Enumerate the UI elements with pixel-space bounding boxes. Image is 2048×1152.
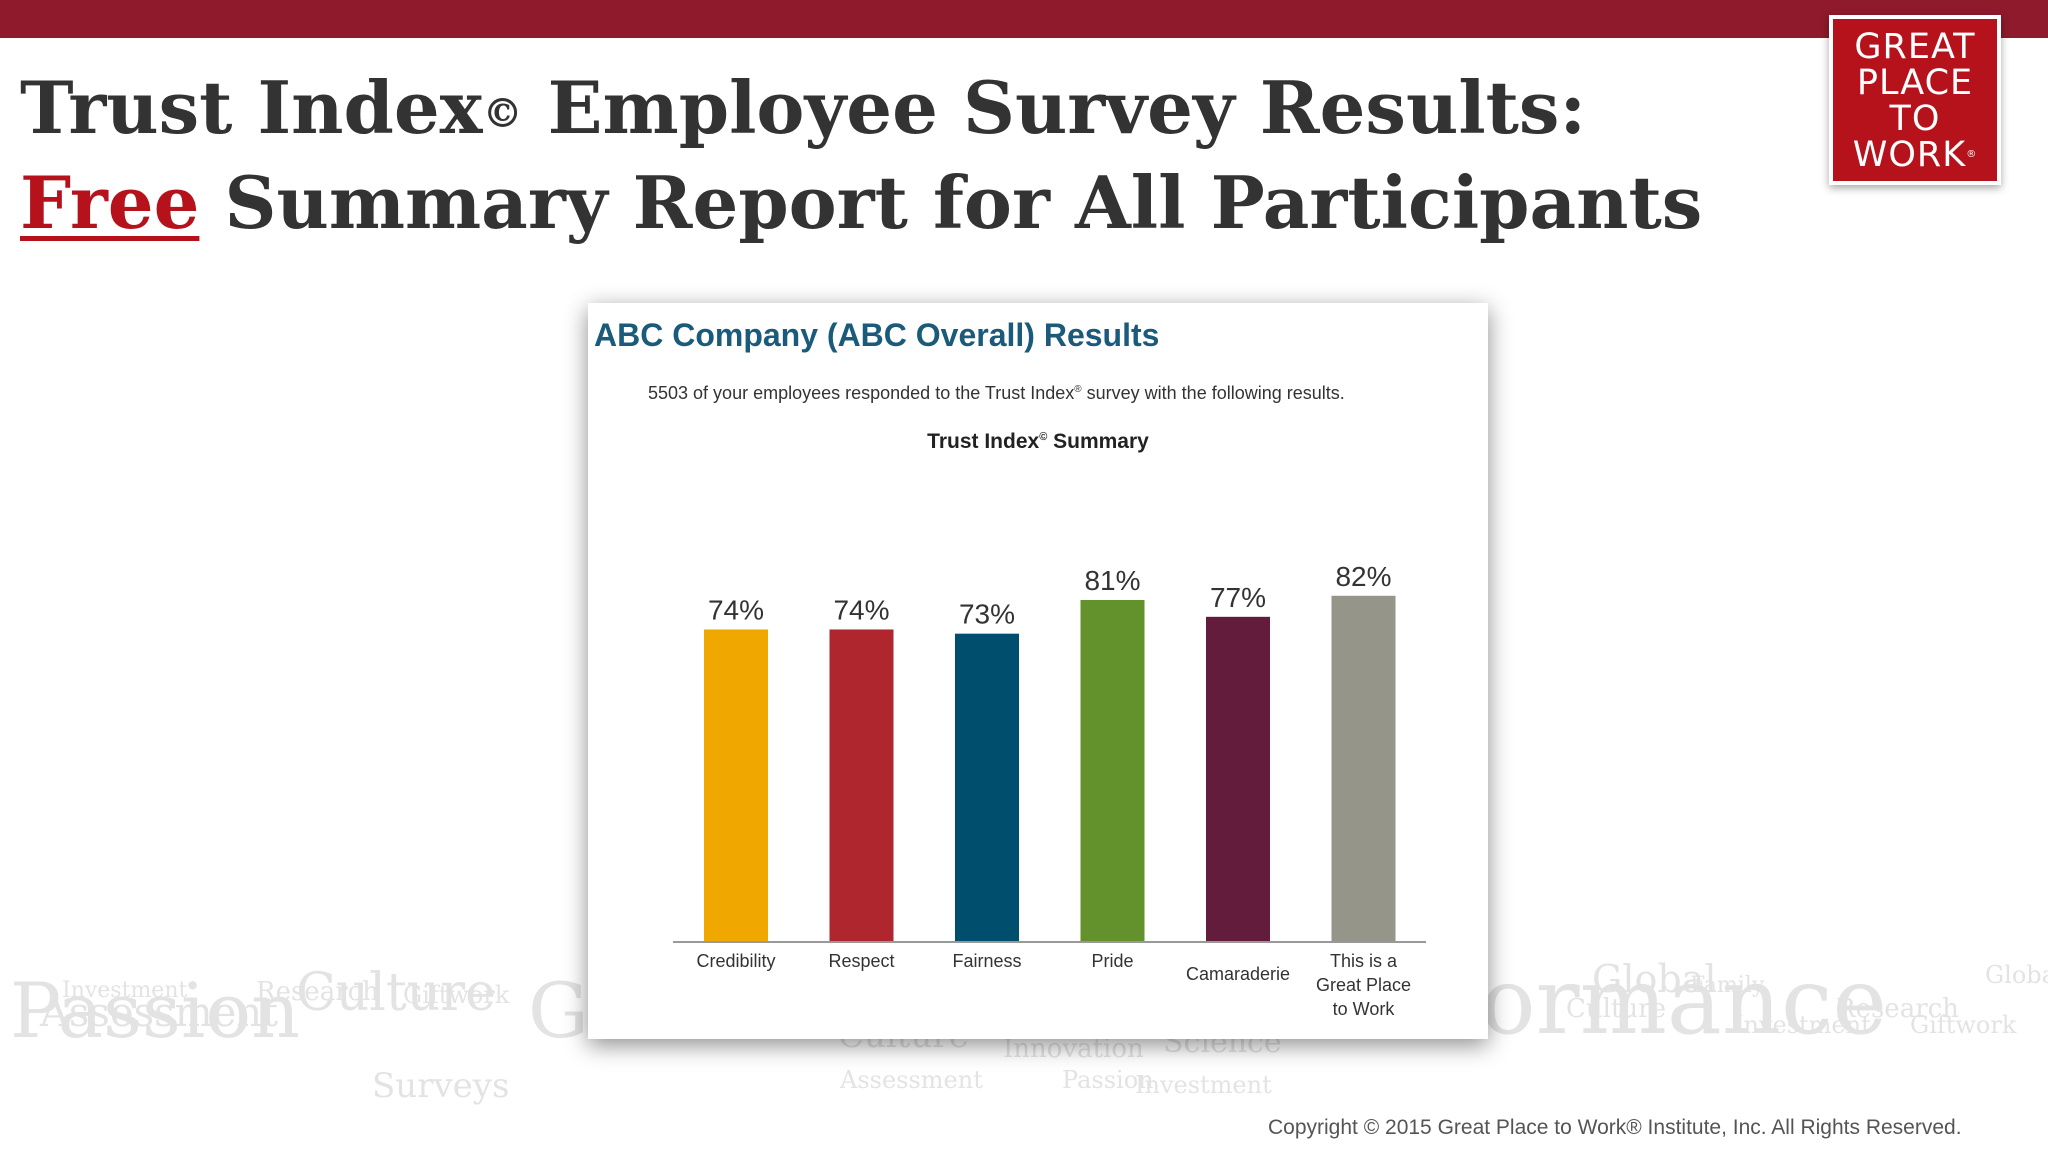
word-cloud-word: Family (1690, 973, 1765, 998)
logo-line-3: TO (1889, 99, 1941, 139)
page-title: Trust Index© Employee Survey Results: Fr… (20, 60, 1702, 250)
word-cloud-word: Passion (1062, 1066, 1154, 1094)
category-label-5-0: This is a (1330, 951, 1398, 971)
logo-line-2: PLACE (1856, 63, 1974, 103)
bar-3 (1080, 599, 1145, 941)
top-band (0, 0, 2048, 38)
copyright-notice: Copyright © 2015 Great Place to Work® In… (1268, 1116, 1962, 1139)
word-cloud-word: Research (1836, 994, 1959, 1024)
logo-line-4: WORK® (1833, 137, 1997, 173)
logo-word-work: WORK (1852, 135, 1967, 175)
title-text-rest: Employee Survey Results: (522, 65, 1587, 150)
word-cloud-word: Culture (296, 963, 496, 1023)
word-cloud-word: Giftwork (1910, 1011, 2017, 1039)
logo-line-1: GREAT (1854, 27, 1976, 67)
bar-4 (1206, 616, 1270, 941)
word-cloud-word: Surveys (372, 1066, 510, 1106)
subtitle-registered-mark: ® (1074, 384, 1082, 395)
data-label-1: 74% (833, 594, 889, 625)
word-cloud-word: Passion (10, 966, 301, 1055)
bar-5 (1331, 595, 1396, 941)
data-label-5: 82% (1335, 561, 1391, 592)
word-cloud-word: Assessment (840, 1066, 983, 1094)
category-label-0: Credibility (696, 951, 775, 971)
title-line2-text: Summary Report for All Participants (199, 160, 1703, 245)
title-text: Trust Index (20, 65, 483, 150)
title-line-2: Free Summary Report for All Participants (20, 155, 1702, 250)
word-cloud-word: Giftwork (403, 981, 510, 1009)
category-label-5-2: to Work (1333, 999, 1396, 1019)
free-highlight: Free (20, 160, 200, 245)
word-cloud-word: Assessment (40, 990, 279, 1036)
category-label-2: Fairness (952, 951, 1021, 971)
word-cloud-word: Investment (1734, 1011, 1871, 1039)
chart-title: Trust Index© Summary (588, 430, 1488, 454)
copyright-mark: © (482, 90, 523, 137)
category-label-4: Camaraderie (1186, 964, 1290, 984)
chart-title-mark: © (1039, 431, 1048, 443)
category-label-1: Respect (828, 951, 894, 971)
title-line-1: Trust Index© Employee Survey Results: (20, 60, 1702, 155)
word-cloud-word: Global (1985, 961, 2048, 989)
bar-chart: 74% Credibility 74% Respect 73% Fairness 81% Pr… (673, 561, 1426, 1019)
chart-title-post: Summary (1047, 430, 1149, 453)
subtitle-pre: 5503 of your employees responded to the … (648, 383, 1075, 403)
card-subtitle: 5503 of your employees responded to the … (648, 383, 1345, 404)
word-cloud-word: Global (1592, 957, 1717, 1001)
category-label-5-1: Great Place (1316, 975, 1411, 995)
word-cloud-word: Research (256, 977, 379, 1007)
word-cloud-word: Investment (62, 978, 188, 1003)
logo-registered-mark: ® (1966, 149, 1978, 160)
data-label-3: 81% (1084, 565, 1140, 596)
chart-title-text: Trust Index (927, 430, 1040, 453)
great-place-to-work-logo: GREAT PLACE TO WORK® (1829, 15, 2001, 185)
bar-1 (829, 629, 894, 941)
subtitle-post: survey with the following results. (1081, 383, 1345, 403)
data-label-4: 77% (1210, 582, 1266, 613)
card-title: ABC Company (ABC Overall) Results (594, 317, 1160, 353)
word-cloud-word: Investment (1135, 1071, 1272, 1099)
word-cloud-word: Culture (1566, 994, 1666, 1024)
word-cloud-word: Innovation (1003, 1034, 1144, 1064)
data-label-0: 74% (708, 594, 764, 625)
category-label-3: Pride (1091, 951, 1133, 971)
bar-2 (955, 633, 1019, 941)
bar-0 (704, 629, 768, 941)
results-card: ABC Company (ABC Overall) Results 5503 o… (588, 303, 1488, 1039)
data-label-2: 73% (959, 599, 1015, 630)
